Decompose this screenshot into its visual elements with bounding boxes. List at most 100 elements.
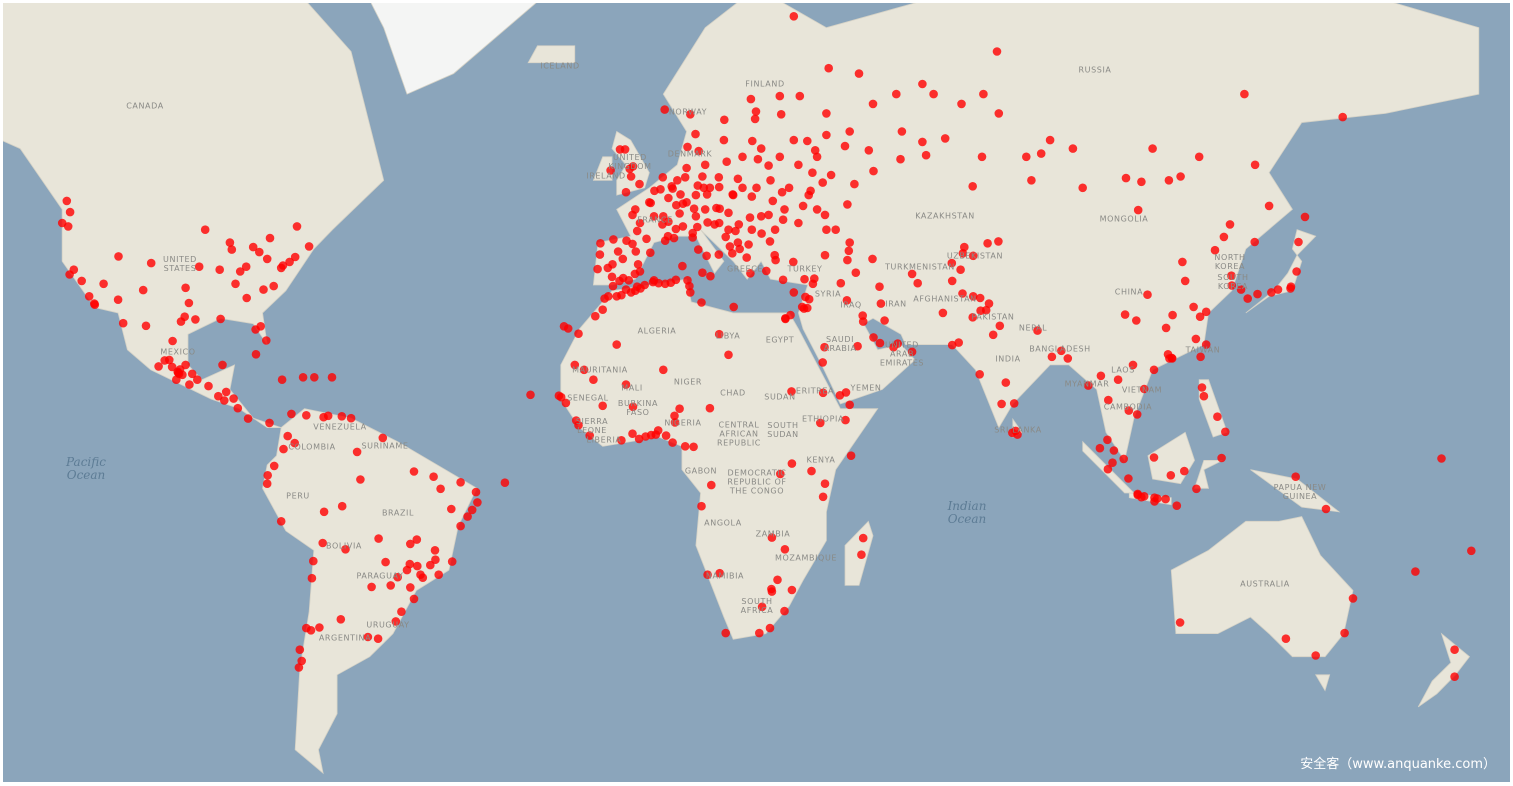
map-marker[interactable] [367,582,376,592]
map-marker[interactable] [636,284,645,293]
map-marker[interactable] [626,172,636,181]
map-marker[interactable] [1104,395,1113,405]
map-marker[interactable] [386,581,396,590]
map-marker[interactable] [747,225,757,234]
map-marker[interactable] [114,252,123,261]
map-marker[interactable] [721,628,730,638]
map-marker[interactable] [1027,176,1036,185]
map-marker[interactable] [954,338,963,347]
map-marker[interactable] [180,312,189,322]
map-marker[interactable] [840,141,850,151]
map-marker[interactable] [1095,443,1105,453]
map-marker[interactable] [1300,212,1310,222]
map-marker[interactable] [738,183,747,193]
map-marker[interactable] [764,161,773,170]
map-marker[interactable] [794,218,803,228]
map-marker[interactable] [621,187,631,197]
map-marker[interactable] [822,109,831,118]
map-marker[interactable] [789,257,798,267]
map-marker[interactable] [731,226,740,236]
map-marker[interactable] [1084,381,1093,390]
map-marker[interactable] [738,152,747,162]
map-marker[interactable] [402,565,412,575]
map-marker[interactable] [1057,346,1066,356]
map-marker[interactable] [585,431,594,440]
map-marker[interactable] [729,302,738,312]
map-marker[interactable] [290,252,300,262]
map-marker[interactable] [820,342,829,352]
map-marker[interactable] [680,442,690,451]
map-marker[interactable] [858,533,868,543]
map-marker[interactable] [768,196,778,206]
map-marker[interactable] [356,475,365,484]
map-marker[interactable] [352,447,362,457]
map-marker[interactable] [227,245,237,254]
map-marker[interactable] [473,498,482,507]
map-marker[interactable] [1139,492,1149,501]
map-marker[interactable] [822,130,831,140]
map-marker[interactable] [816,418,825,428]
map-marker[interactable] [685,281,694,291]
map-marker[interactable] [604,292,613,301]
map-marker[interactable] [1164,176,1174,185]
map-marker[interactable] [892,89,901,99]
map-marker[interactable] [1311,651,1320,660]
map-marker[interactable] [378,433,388,443]
map-marker[interactable] [682,163,691,173]
map-marker[interactable] [700,160,710,170]
map-marker[interactable] [956,265,965,275]
map-marker[interactable] [824,63,833,73]
map-marker[interactable] [624,276,634,285]
map-marker[interactable] [596,239,605,248]
map-marker[interactable] [694,245,703,254]
map-marker[interactable] [907,347,917,357]
map-marker[interactable] [1045,135,1055,145]
map-marker[interactable] [715,568,724,578]
map-marker[interactable] [621,380,631,389]
map-marker[interactable] [698,172,707,181]
map-marker[interactable] [463,512,472,521]
map-marker[interactable] [853,341,862,351]
map-marker[interactable] [778,275,788,285]
map-marker[interactable] [693,222,702,232]
map-marker[interactable] [673,176,682,185]
map-marker[interactable] [1273,285,1283,294]
map-marker[interactable] [757,229,766,238]
map-marker[interactable] [1153,494,1162,503]
map-marker[interactable] [843,255,852,265]
map-marker[interactable] [1338,112,1347,122]
map-marker[interactable] [220,396,229,405]
map-marker[interactable] [160,356,169,365]
map-marker[interactable] [1348,594,1358,603]
map-marker[interactable] [431,555,440,564]
map-marker[interactable] [1103,435,1112,445]
map-marker[interactable] [995,321,1005,331]
map-marker[interactable] [771,255,780,265]
map-marker[interactable] [1149,365,1159,375]
map-marker[interactable] [193,375,202,385]
map-marker[interactable] [762,266,771,276]
map-marker[interactable] [302,411,311,420]
map-marker[interactable] [724,225,733,234]
map-marker[interactable] [756,144,766,153]
map-marker[interactable] [606,166,615,175]
map-marker[interactable] [297,656,307,666]
map-marker[interactable] [1196,352,1205,362]
map-marker[interactable] [693,181,703,190]
map-marker[interactable] [958,289,967,298]
map-marker[interactable] [1063,354,1073,363]
map-marker[interactable] [336,615,346,624]
map-marker[interactable] [184,298,194,308]
map-marker[interactable] [808,279,818,289]
map-marker[interactable] [983,239,992,248]
map-marker[interactable] [615,145,625,154]
map-marker[interactable] [631,205,640,214]
map-marker[interactable] [703,218,712,227]
map-marker[interactable] [259,285,268,294]
map-marker[interactable] [138,285,148,295]
map-marker[interactable] [628,162,638,171]
map-marker[interactable] [337,501,347,511]
map-marker[interactable] [635,218,645,228]
map-marker[interactable] [752,183,761,193]
